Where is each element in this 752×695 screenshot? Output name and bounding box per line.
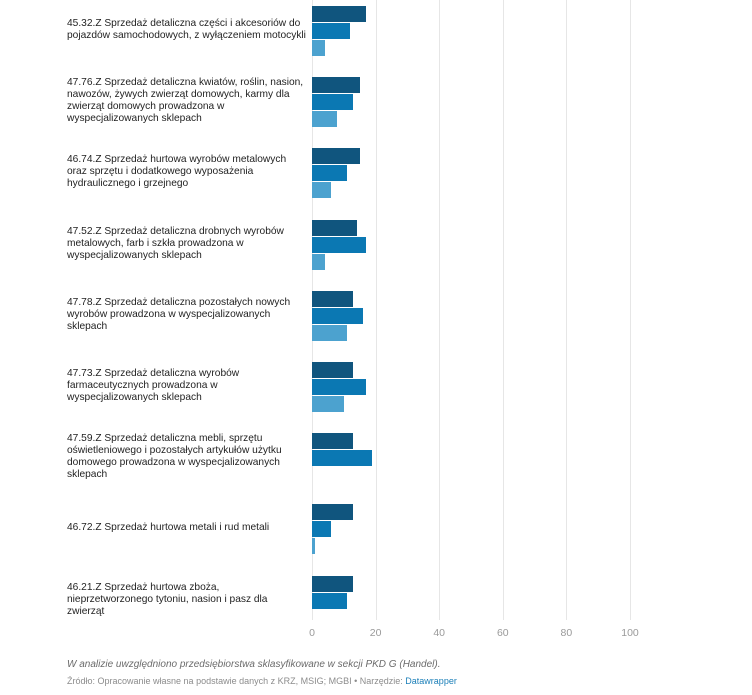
gridline <box>566 0 568 620</box>
chart-note: W analizie uwzględniono przedsiębiorstwa… <box>67 659 441 670</box>
x-tick-label: 80 <box>560 627 573 639</box>
chart-source: Źródło: Opracowanie własne na podstawie … <box>67 675 747 688</box>
gridline <box>375 0 377 620</box>
bar <box>312 182 332 199</box>
bar-chart: 0 20 40 60 80 100 45.32.Z Sprzedaż detaliczna … <box>67 0 639 639</box>
category-label: 47.78.Z Sprzedaż detaliczna pozostałych … <box>67 296 291 332</box>
bar <box>312 219 357 236</box>
chart-footer: W analizie uwzględniono przedsiębiorstwa… <box>67 658 747 688</box>
bar <box>312 362 354 378</box>
bar <box>312 575 354 592</box>
category-label: 46.21.Z Sprzedaż hurtowa zboża, nieprzet… <box>67 581 268 617</box>
x-tick-label: 40 <box>433 627 446 639</box>
bar <box>312 94 354 111</box>
category-label: 46.72.Z Sprzedaż hurtowa metali i rud me… <box>67 522 270 534</box>
category-label: 47.73.Z Sprzedaż detaliczna wyrobów farm… <box>67 368 240 403</box>
bar <box>312 77 360 94</box>
bar <box>312 450 373 467</box>
bar <box>312 148 360 165</box>
bar <box>312 290 354 307</box>
category-label: 47.52.Z Sprzedaż detaliczna drobnych wyr… <box>67 225 284 261</box>
x-tick-label: 20 <box>369 627 382 639</box>
bar <box>312 307 363 324</box>
bar <box>312 111 338 128</box>
bar <box>312 165 347 182</box>
gridline <box>502 0 504 620</box>
gridline <box>439 0 441 620</box>
x-tick-label: 100 <box>621 627 639 639</box>
category-label: 46.74.Z Sprzedaż hurtowa wyrobów metalow… <box>67 154 287 190</box>
category-label: 47.59.Z Sprzedaż detaliczna mebli, sprzę… <box>67 433 282 481</box>
x-tick-label: 0 <box>309 627 315 639</box>
bar <box>312 40 325 56</box>
tool-link[interactable]: Datawrapper <box>405 676 457 686</box>
gridline <box>630 0 631 620</box>
bar <box>312 23 351 39</box>
bar <box>312 592 347 609</box>
category-label: 45.32.Z Sprzedaż detaliczna części i akc… <box>67 18 306 41</box>
bar <box>312 521 332 538</box>
bar <box>312 6 367 22</box>
bar <box>312 433 354 450</box>
bar <box>312 253 325 270</box>
bar <box>312 504 354 521</box>
bar <box>312 379 367 395</box>
source-text: Źródło: Opracowanie własne na podstawie … <box>67 676 406 686</box>
category-label: 47.76.Z Sprzedaż detaliczna kwiatów, roś… <box>67 77 304 125</box>
bar <box>312 396 344 412</box>
bar <box>312 324 347 341</box>
bar <box>312 236 367 253</box>
x-tick-label: 60 <box>496 627 509 639</box>
bar <box>312 538 316 555</box>
